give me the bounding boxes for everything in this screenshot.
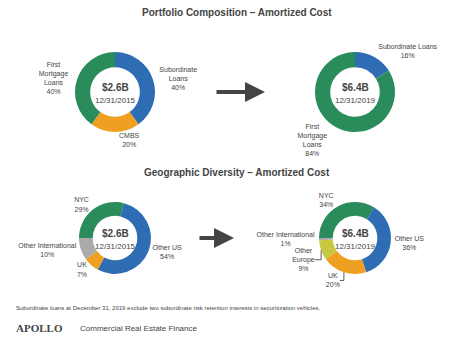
svg-text:Geographic Diversity – Amortiz: Geographic Diversity – Amortized Cost [144,167,330,178]
svg-text:Commercial Real Estate Finance: Commercial Real Estate Finance [80,324,197,333]
svg-text:12/31/2015: 12/31/2015 [95,242,136,251]
svg-text:FirstMortgageLoans40%: FirstMortgageLoans40% [39,61,69,95]
svg-text:Portfolio Composition – Amorti: Portfolio Composition – Amortized Cost [142,7,332,18]
svg-text:OtherEurope9%: OtherEurope9% [292,247,315,272]
svg-text:$6.4B: $6.4B [342,228,369,239]
svg-text:NYC29%: NYC29% [74,196,89,212]
svg-text:FirstMortgageLoans84%: FirstMortgageLoans84% [297,123,327,157]
svg-text:Subordinate Loans16%: Subordinate Loans16% [378,43,437,59]
svg-text:12/31/2019: 12/31/2019 [335,242,376,251]
svg-text:Other International10%: Other International10% [18,242,76,258]
svg-text:Other US54%: Other US54% [152,244,182,260]
svg-text:SubordinateLoans40%: SubordinateLoans40% [159,66,197,91]
svg-text:Subordinate loans at December: Subordinate loans at December 31, 2019 e… [16,305,321,311]
svg-text:APOLLO: APOLLO [16,322,63,334]
svg-text:UK7%: UK7% [77,261,87,277]
svg-text:12/31/2019: 12/31/2019 [335,96,376,105]
svg-text:12/31/2015: 12/31/2015 [95,96,136,105]
svg-text:$2.6B: $2.6B [102,228,129,239]
svg-text:NYC34%: NYC34% [319,192,334,208]
svg-text:UK20%: UK20% [326,272,340,288]
svg-text:Other International1%: Other International1% [257,231,315,247]
svg-text:CMBS20%: CMBS20% [119,132,140,148]
svg-text:$2.6B: $2.6B [102,82,129,93]
svg-text:Other US36%: Other US36% [395,235,425,251]
svg-text:$6.4B: $6.4B [342,82,369,93]
